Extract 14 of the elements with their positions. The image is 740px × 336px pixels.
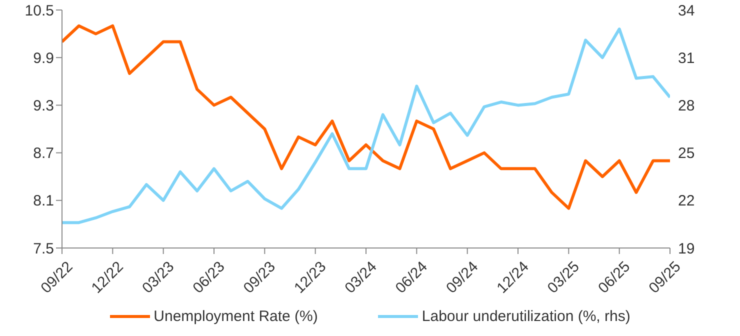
y-tick-label: 8.7 xyxy=(33,145,54,162)
legend-label: Unemployment Rate (%) xyxy=(154,308,318,325)
y2-tick-label: 31 xyxy=(678,50,695,67)
y2-tick-label: 25 xyxy=(678,145,695,162)
y-tick-label: 7.5 xyxy=(33,240,54,258)
y2-tick-label: 34 xyxy=(678,2,695,20)
y2-tick-label: 19 xyxy=(678,240,695,258)
y-tick-label: 10.5 xyxy=(24,2,54,20)
y-tick-label: 9.9 xyxy=(33,50,54,67)
y-tick-label: 8.1 xyxy=(33,192,54,210)
y-tick-label: 9.3 xyxy=(33,98,54,115)
y2-tick-label: 28 xyxy=(678,98,695,115)
y2-tick-label: 22 xyxy=(678,192,695,210)
legend-label: Labour underutilization (%, rhs) xyxy=(422,308,630,325)
